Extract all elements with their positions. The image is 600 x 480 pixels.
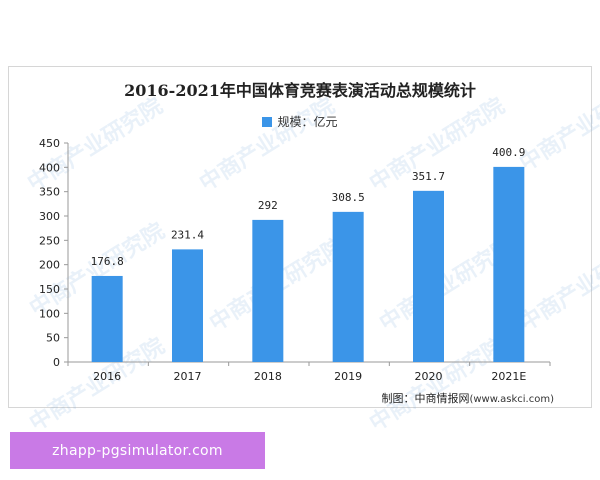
- chart-title: 2016-2021年中国体育竞赛表演活动总规模统计: [124, 81, 476, 100]
- data-label: 308.5: [332, 191, 365, 204]
- y-tick-label: 50: [46, 332, 60, 345]
- bar: [413, 190, 444, 362]
- y-tick-label: 400: [39, 161, 60, 174]
- source-label: 制图：中商情报网: [381, 392, 470, 405]
- y-tick-label: 0: [53, 356, 60, 369]
- x-tick-label: 2019: [334, 370, 362, 383]
- data-label: 400.9: [492, 146, 525, 159]
- data-label: 351.7: [412, 170, 445, 183]
- y-tick-label: 100: [39, 307, 60, 320]
- legend: 规模：亿元: [0, 113, 600, 130]
- y-tick-label: 350: [39, 186, 60, 199]
- x-tick-label: 2021E: [491, 370, 526, 383]
- x-tick-label: 2020: [415, 370, 443, 383]
- x-tick-label: 2017: [174, 370, 202, 383]
- y-tick-label: 450: [39, 137, 60, 150]
- y-tick-label: 250: [39, 234, 60, 247]
- y-tick-label: 200: [39, 259, 60, 272]
- bar: [252, 219, 284, 362]
- legend-label: 规模：亿元: [277, 115, 338, 129]
- y-tick-label: 150: [39, 283, 60, 296]
- x-tick-label: 2018: [254, 370, 282, 383]
- bar: [172, 249, 203, 362]
- source-credit: 制图：中商情报网(www.askci.com): [340, 390, 554, 406]
- source-url: (www.askci.com): [469, 394, 554, 405]
- site-banner[interactable]: zhapp-pgsimulator.com: [10, 432, 265, 469]
- x-tick-label: 2016: [93, 370, 121, 383]
- banner-text: zhapp-pgsimulator.com: [52, 442, 223, 459]
- y-tick-label: 300: [39, 210, 60, 223]
- bar: [91, 275, 123, 362]
- bar: [332, 211, 364, 362]
- legend-swatch: [262, 116, 273, 127]
- data-label: 231.4: [171, 228, 204, 241]
- data-label: 292: [258, 199, 278, 212]
- data-label: 176.8: [91, 255, 124, 268]
- bar: [493, 166, 525, 362]
